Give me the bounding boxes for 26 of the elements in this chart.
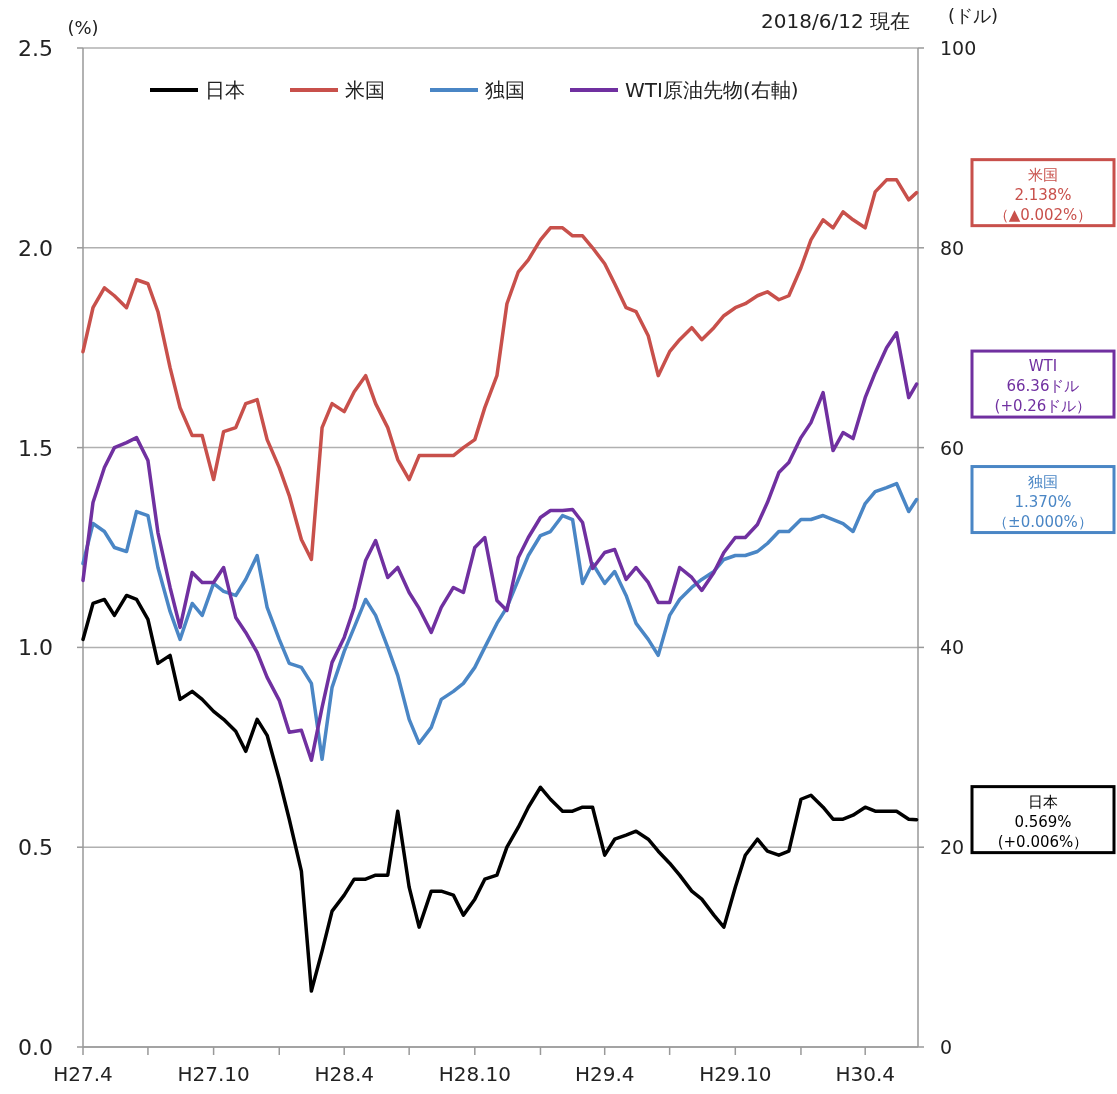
legend-label: 独国 xyxy=(485,78,525,102)
x-tick-label: H29.10 xyxy=(699,1062,772,1086)
y2-tick-label: 80 xyxy=(940,236,965,259)
y-tick-label: 1.5 xyxy=(18,435,53,461)
x-tick-label: H28.4 xyxy=(314,1062,374,1086)
y2-tick-label: 0 xyxy=(940,1036,953,1058)
y2-tick-label: 100 xyxy=(940,37,977,59)
y2-tick-label: 20 xyxy=(940,836,965,859)
y2-axis-title: (ドル) xyxy=(947,5,999,26)
legend-label: 米国 xyxy=(345,78,385,102)
y-tick-label: 2.5 xyxy=(18,36,53,61)
x-tick-label: H29.4 xyxy=(574,1062,635,1086)
x-tick-label: H27.4 xyxy=(53,1062,113,1086)
legend-label: WTI原油先物(右軸) xyxy=(625,78,799,102)
legend-label: 日本 xyxy=(205,78,245,102)
y2-tick-label: 40 xyxy=(940,636,965,659)
y-tick-label: 1.0 xyxy=(18,635,53,661)
x-tick-label: H30.4 xyxy=(835,1062,895,1086)
y2-tick-label: 60 xyxy=(940,436,965,459)
text: 2018/6/12 現在 xyxy=(761,9,910,33)
x-tick-label: H27.10 xyxy=(177,1062,250,1086)
y-tick-label: 2.0 xyxy=(18,235,53,261)
y-axis-title: (%) xyxy=(67,17,99,38)
y-tick-label: 0.0 xyxy=(18,1035,53,1060)
x-tick-label: H28.10 xyxy=(438,1062,511,1086)
y-tick-label: 0.5 xyxy=(18,835,53,861)
